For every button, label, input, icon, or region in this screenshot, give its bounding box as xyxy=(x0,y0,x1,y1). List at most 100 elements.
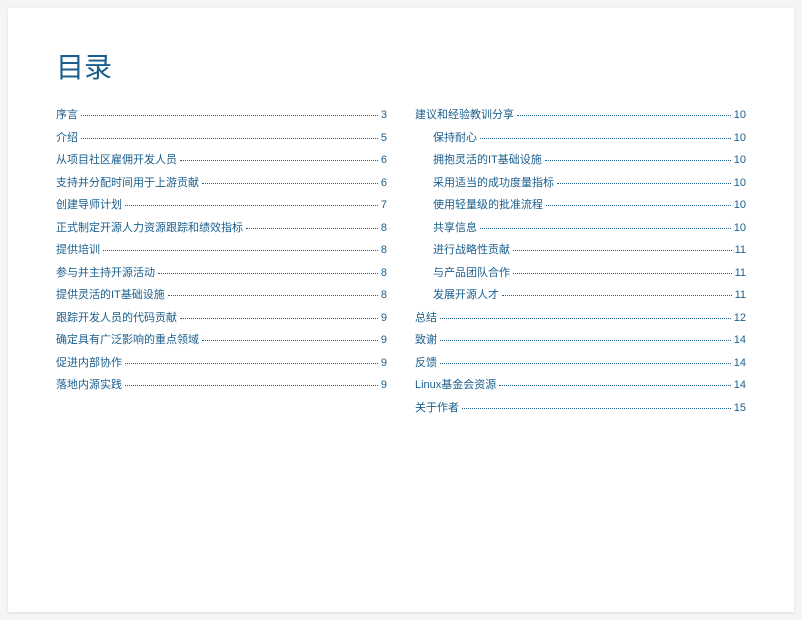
toc-entry-label: 支持并分配时间用于上游贡献 xyxy=(56,178,199,189)
toc-columns: 序言 3 介绍 5 从项目社区雇佣开发人员6 支持并分配时间用于上游贡献 6 创建导师计划7 正… xyxy=(56,110,746,425)
toc-entry[interactable]: 提供灵活的IT基础设施 8 xyxy=(56,290,387,301)
toc-entry-label: 进行战略性贡献 xyxy=(433,245,510,256)
toc-entry[interactable]: Linux基金会资源14 xyxy=(415,380,746,391)
toc-entry[interactable]: 使用轻量级的批准流程 10 xyxy=(415,200,746,211)
toc-leader-dots xyxy=(513,250,732,251)
toc-entry-label: 总结 xyxy=(415,313,437,324)
toc-entry[interactable]: 反馈14 xyxy=(415,358,746,369)
toc-entry[interactable]: 提供培训 8 xyxy=(56,245,387,256)
toc-entry-label: 提供灵活的IT基础设施 xyxy=(56,290,165,301)
toc-leader-dots xyxy=(81,115,378,116)
toc-entry-page: 5 xyxy=(381,133,387,144)
toc-entry-page: 3 xyxy=(381,110,387,121)
toc-leader-dots xyxy=(202,340,378,341)
toc-entry-page: 14 xyxy=(734,335,746,346)
toc-entry[interactable]: 发展开源人才 11 xyxy=(415,290,746,301)
toc-leader-dots xyxy=(502,295,732,296)
toc-left-column: 序言 3 介绍 5 从项目社区雇佣开发人员6 支持并分配时间用于上游贡献 6 创建导师计划7 正… xyxy=(56,110,387,425)
toc-entry-page: 9 xyxy=(381,313,387,324)
toc-leader-dots xyxy=(480,138,731,139)
toc-entry[interactable]: 跟踪开发人员的代码贡献 9 xyxy=(56,313,387,324)
toc-entry-page: 9 xyxy=(381,380,387,391)
toc-entry-label: 序言 xyxy=(56,110,78,121)
toc-entry-label: 与产品团队合作 xyxy=(433,268,510,279)
toc-entry-page: 6 xyxy=(381,155,387,166)
toc-entry-label: 共享信息 xyxy=(433,223,477,234)
toc-entry-label: 反馈 xyxy=(415,358,437,369)
toc-leader-dots xyxy=(480,228,731,229)
toc-entry-label: 正式制定开源人力资源跟踪和绩效指标 xyxy=(56,223,243,234)
toc-entry-page: 10 xyxy=(734,110,746,121)
toc-entry[interactable]: 共享信息 10 xyxy=(415,223,746,234)
toc-entry-page: 6 xyxy=(381,178,387,189)
toc-entry-page: 8 xyxy=(381,245,387,256)
toc-leader-dots xyxy=(557,183,731,184)
toc-entry-page: 11 xyxy=(735,268,746,279)
toc-leader-dots xyxy=(513,273,732,274)
toc-entry[interactable]: 关于作者 15 xyxy=(415,403,746,414)
toc-entry-page: 10 xyxy=(734,133,746,144)
toc-entry-page: 8 xyxy=(381,268,387,279)
toc-entry[interactable]: 序言 3 xyxy=(56,110,387,121)
toc-entry-label: 关于作者 xyxy=(415,403,459,414)
toc-leader-dots xyxy=(440,363,731,364)
toc-entry-page: 11 xyxy=(735,245,746,256)
toc-leader-dots xyxy=(103,250,378,251)
toc-entry-label: 确定具有广泛影响的重点领域 xyxy=(56,335,199,346)
toc-entry-label: 发展开源人才 xyxy=(433,290,499,301)
toc-entry[interactable]: 确定具有广泛影响的重点领域9 xyxy=(56,335,387,346)
toc-leader-dots xyxy=(158,273,378,274)
toc-entry-label: 保持耐心 xyxy=(433,133,477,144)
toc-entry-page: 8 xyxy=(381,223,387,234)
toc-entry-label: 介绍 xyxy=(56,133,78,144)
toc-entry-label: 提供培训 xyxy=(56,245,100,256)
toc-entry[interactable]: 保持耐心 10 xyxy=(415,133,746,144)
toc-entry-label: 使用轻量级的批准流程 xyxy=(433,200,543,211)
toc-entry-page: 11 xyxy=(735,290,746,301)
toc-entry-label: 落地内源实践 xyxy=(56,380,122,391)
toc-entry[interactable]: 总结12 xyxy=(415,313,746,324)
toc-entry-page: 9 xyxy=(381,358,387,369)
toc-entry-page: 10 xyxy=(734,223,746,234)
toc-leader-dots xyxy=(168,295,378,296)
toc-leader-dots xyxy=(125,205,378,206)
toc-entry[interactable]: 支持并分配时间用于上游贡献 6 xyxy=(56,178,387,189)
toc-entry-page: 10 xyxy=(734,200,746,211)
toc-leader-dots xyxy=(545,160,731,161)
toc-entry[interactable]: 介绍 5 xyxy=(56,133,387,144)
toc-leader-dots xyxy=(202,183,378,184)
toc-entry-page: 14 xyxy=(734,380,746,391)
toc-entry[interactable]: 致谢14 xyxy=(415,335,746,346)
toc-leader-dots xyxy=(125,385,378,386)
toc-entry[interactable]: 参与并主持开源活动 8 xyxy=(56,268,387,279)
toc-title: 目录 xyxy=(56,46,746,86)
toc-entry[interactable]: 拥抱灵活的IT基础设施10 xyxy=(415,155,746,166)
toc-leader-dots xyxy=(246,228,378,229)
toc-entry[interactable]: 建议和经验教训分享 10 xyxy=(415,110,746,121)
toc-entry[interactable]: 落地内源实践 9 xyxy=(56,380,387,391)
toc-entry-label: 建议和经验教训分享 xyxy=(415,110,514,121)
toc-entry[interactable]: 从项目社区雇佣开发人员6 xyxy=(56,155,387,166)
toc-entry[interactable]: 创建导师计划7 xyxy=(56,200,387,211)
toc-entry-label: 跟踪开发人员的代码贡献 xyxy=(56,313,177,324)
toc-leader-dots xyxy=(180,160,378,161)
toc-leader-dots xyxy=(125,363,378,364)
toc-leader-dots xyxy=(440,340,731,341)
toc-entry-page: 10 xyxy=(734,178,746,189)
toc-entry[interactable]: 与产品团队合作 11 xyxy=(415,268,746,279)
document-page: 目录 序言 3 介绍 5 从项目社区雇佣开发人员6 支持并分配时间用于上游贡献 6 创建导师计… xyxy=(8,8,794,612)
toc-right-column: 建议和经验教训分享10保持耐心10拥抱灵活的IT基础设施10采用适当的成功度量指… xyxy=(415,110,746,425)
toc-entry-page: 8 xyxy=(381,290,387,301)
toc-entry[interactable]: 进行战略性贡献 11 xyxy=(415,245,746,256)
toc-entry-label: 采用适当的成功度量指标 xyxy=(433,178,554,189)
toc-entry-label: 参与并主持开源活动 xyxy=(56,268,155,279)
toc-leader-dots xyxy=(180,318,378,319)
toc-entry-page: 7 xyxy=(381,200,387,211)
toc-entry-page: 15 xyxy=(734,403,746,414)
toc-entry-page: 10 xyxy=(734,155,746,166)
toc-entry[interactable]: 采用适当的成功度量指标 10 xyxy=(415,178,746,189)
toc-leader-dots xyxy=(81,138,378,139)
toc-leader-dots xyxy=(499,385,730,386)
toc-entry[interactable]: 促进内部协作9 xyxy=(56,358,387,369)
toc-entry[interactable]: 正式制定开源人力资源跟踪和绩效指标 8 xyxy=(56,223,387,234)
